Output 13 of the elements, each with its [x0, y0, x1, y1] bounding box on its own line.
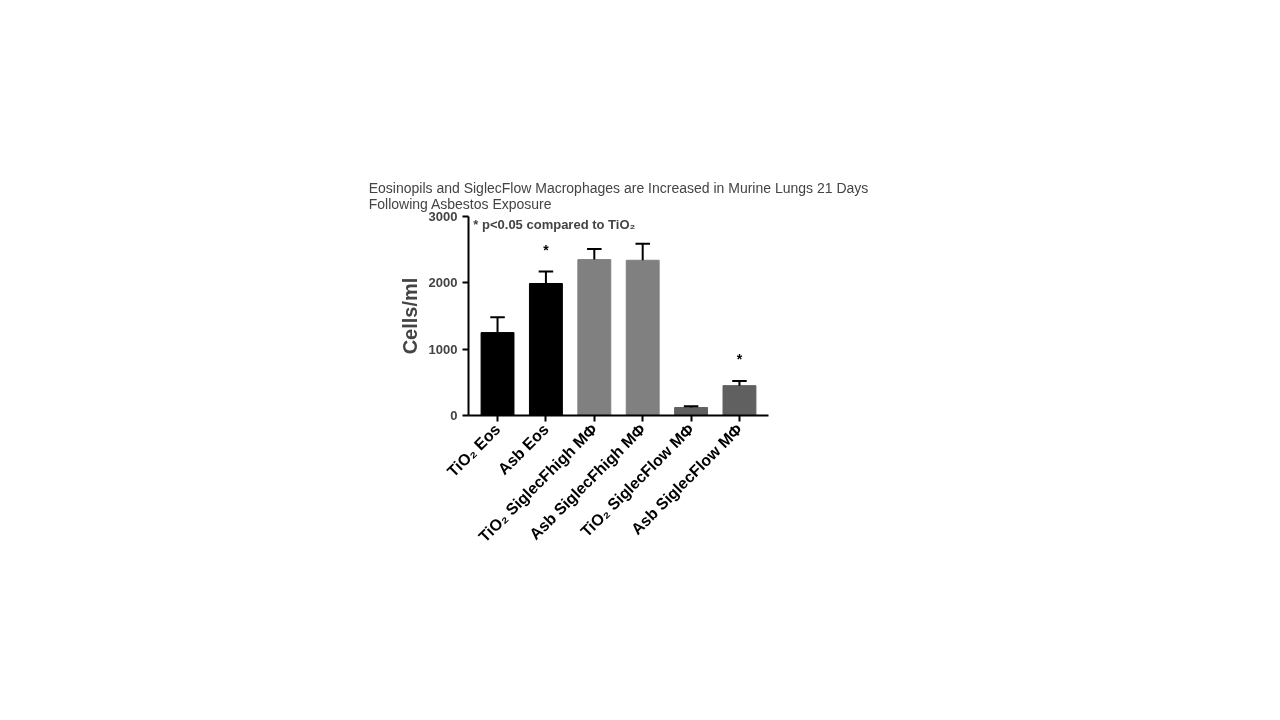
y-tick-label: 1000	[428, 341, 458, 357]
bar	[722, 385, 757, 416]
chart-title: Eosinopils and SiglecFlow Macrophages are Increased in Murine Lungs 21 Days Following Asbestos Exposure	[368, 179, 869, 212]
y-tick-label: 2000	[428, 275, 458, 291]
bar	[674, 407, 709, 416]
bar	[577, 259, 612, 416]
y-tick-label: 0	[450, 408, 458, 423]
bar	[625, 259, 660, 416]
annotation: * p<0.05 compared to TiO₂	[473, 216, 636, 232]
annotation: *	[543, 241, 550, 258]
annotation: *	[736, 351, 743, 368]
y-axis-title: Cells/ml	[398, 277, 421, 355]
y-tick-label: 3000	[428, 209, 458, 224]
